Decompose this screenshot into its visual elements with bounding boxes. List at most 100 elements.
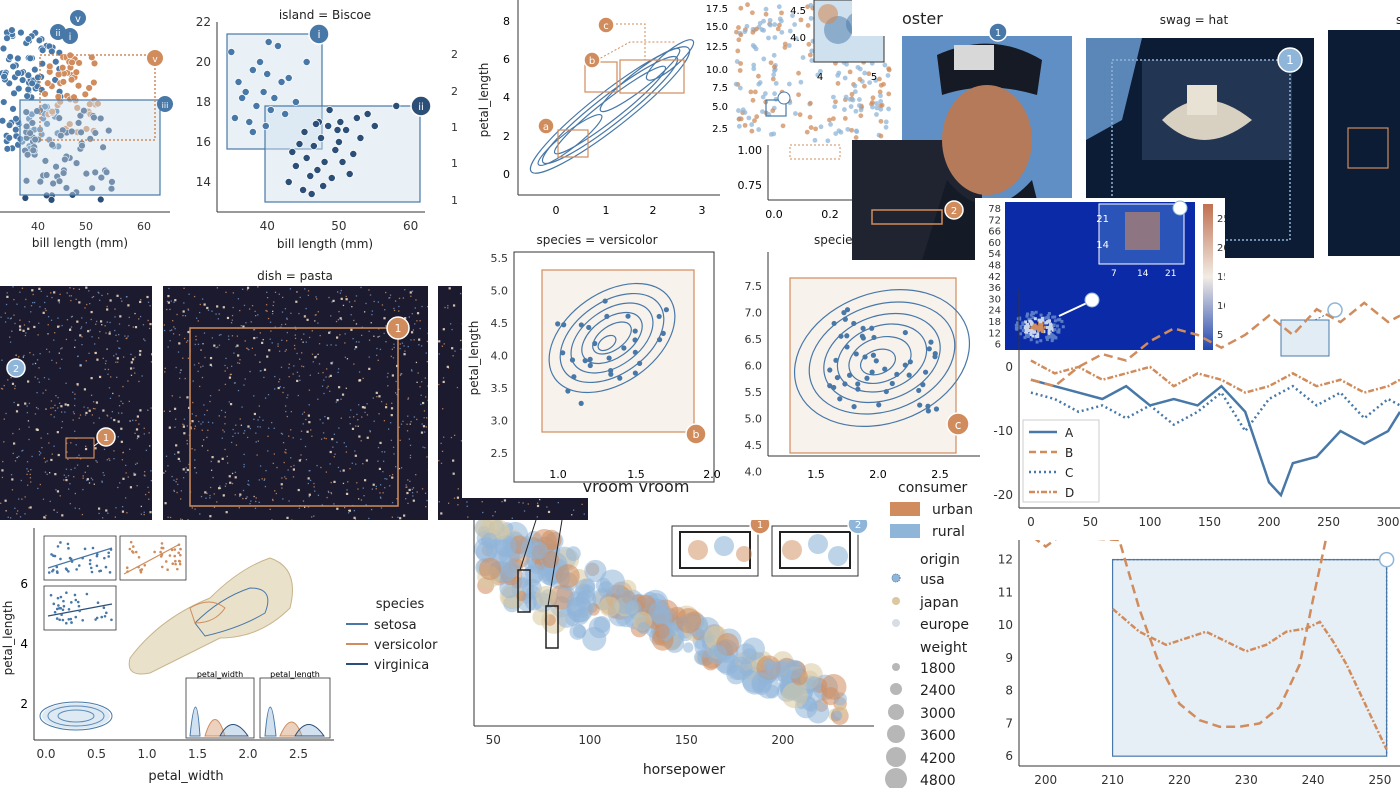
data-point	[48, 47, 56, 56]
light-point	[79, 414, 82, 416]
light-point	[385, 325, 387, 327]
tick-label: 42	[988, 272, 1001, 283]
data-point	[274, 42, 282, 50]
light-point	[80, 326, 83, 328]
heat-cell	[1030, 321, 1034, 325]
light-point	[351, 462, 353, 464]
svg-text:europe: europe	[920, 617, 969, 633]
data-point	[858, 107, 864, 113]
data-point	[752, 89, 758, 95]
light-point	[388, 297, 390, 299]
light-point	[106, 348, 108, 350]
data-point	[245, 118, 254, 126]
data-point	[827, 367, 833, 373]
light-point	[350, 328, 353, 331]
light-point	[330, 315, 332, 317]
light-point	[425, 417, 428, 419]
light-point	[453, 434, 456, 436]
series-line-B	[1034, 540, 1328, 728]
light-point	[44, 517, 47, 519]
data-point	[176, 567, 179, 571]
data-point	[867, 80, 873, 85]
light-point	[114, 329, 116, 332]
light-point	[407, 502, 409, 505]
data-point	[752, 118, 757, 124]
data-point	[761, 56, 767, 62]
light-point	[262, 419, 264, 421]
light-point	[26, 484, 29, 486]
data-point	[100, 615, 104, 619]
light-point	[338, 427, 340, 429]
light-point	[309, 479, 312, 482]
light-point	[382, 460, 385, 462]
light-point	[57, 299, 60, 302]
light-point	[251, 347, 253, 349]
light-point	[107, 373, 109, 375]
data-point	[47, 196, 56, 204]
chart-title: island = Biscoe	[279, 8, 371, 22]
data-point	[742, 637, 765, 661]
data-point	[234, 78, 243, 86]
light-point	[105, 332, 107, 334]
light-point	[306, 430, 309, 433]
data-point	[67, 76, 76, 84]
light-point	[36, 392, 38, 394]
light-point	[280, 326, 282, 328]
data-point	[67, 570, 70, 573]
light-point	[66, 451, 68, 453]
data-point	[36, 177, 45, 186]
svg-text:b: b	[693, 428, 700, 441]
light-point	[203, 303, 206, 306]
data-point	[85, 84, 93, 92]
light-point	[389, 294, 392, 296]
data-point	[632, 370, 638, 376]
tick-label: 200	[1034, 773, 1057, 787]
light-point	[421, 305, 423, 308]
data-point	[73, 104, 81, 112]
data-point	[773, 80, 779, 86]
svg-text:2: 2	[451, 48, 458, 61]
light-point	[198, 420, 200, 423]
heat-cell	[1061, 325, 1065, 329]
light-point	[358, 371, 361, 373]
light-point	[26, 461, 29, 463]
data-point	[28, 119, 37, 127]
light-point	[195, 317, 198, 319]
light-point	[409, 454, 412, 457]
light-point	[355, 425, 357, 427]
light-point	[74, 430, 76, 432]
tick-label: 150	[675, 733, 698, 747]
data-point	[820, 674, 847, 700]
heat-cell	[1019, 326, 1023, 330]
light-point	[78, 454, 80, 456]
light-point	[93, 422, 95, 424]
data-point	[586, 324, 592, 331]
data-point	[17, 28, 25, 37]
light-point	[201, 376, 204, 379]
light-point	[245, 322, 247, 324]
light-point	[7, 379, 9, 381]
light-point	[203, 332, 206, 334]
svg-text:virginica: virginica	[374, 658, 429, 673]
light-point	[312, 361, 314, 363]
data-point	[24, 71, 33, 79]
data-point	[592, 340, 598, 347]
data-point	[61, 618, 65, 622]
data-point	[49, 593, 53, 597]
svg-text:6: 6	[20, 577, 28, 591]
light-point	[84, 471, 86, 473]
data-point	[878, 106, 884, 112]
data-point	[813, 126, 818, 132]
light-point	[339, 292, 342, 294]
light-point	[134, 432, 136, 435]
data-point	[808, 125, 814, 130]
light-point	[234, 476, 237, 479]
light-point	[281, 324, 283, 326]
data-point	[177, 543, 181, 547]
light-point	[372, 483, 375, 486]
light-point	[281, 311, 284, 313]
light-point	[442, 377, 445, 379]
light-point	[85, 445, 87, 447]
light-point	[539, 498, 541, 501]
light-point	[13, 314, 15, 316]
